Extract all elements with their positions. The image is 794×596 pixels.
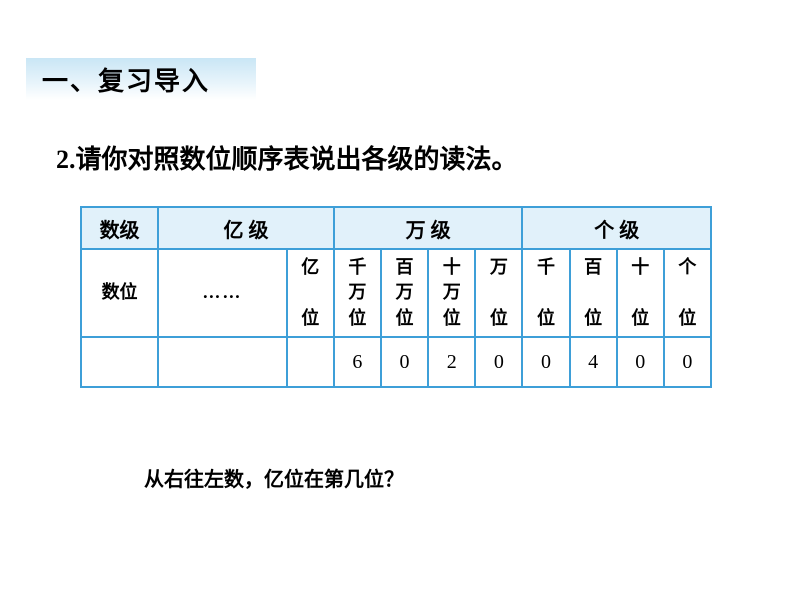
section-header: 一、复习导入	[26, 58, 256, 100]
position-ge: 个位	[664, 249, 711, 337]
level-group-wan: 万 级	[334, 207, 523, 249]
position-qianwan: 千万位	[334, 249, 381, 337]
value-cell-5: 2	[428, 337, 475, 387]
position-baiwan: 百万位	[381, 249, 428, 337]
level-row: 数级 亿 级 万 级 个 级	[81, 207, 711, 249]
level-group-yi: 亿 级	[158, 207, 334, 249]
question-text: 从右往左数，亿位在第几位？	[144, 463, 404, 492]
value-cell-4: 0	[381, 337, 428, 387]
position-row-label: 数位	[81, 249, 158, 337]
value-row: 6 0 2 0 0 4 0 0	[81, 337, 711, 387]
value-cell-9: 0	[617, 337, 664, 387]
position-yi: 亿位	[287, 249, 334, 337]
position-row: 数位 …… 亿位 千万位 百万位 十万位 万位 千位 百位 十位 个位	[81, 249, 711, 337]
position-bai: 百位	[570, 249, 617, 337]
instruction-content: 2.请你对照数位顺序表说出各级的读法。	[56, 145, 518, 174]
value-cell-1	[158, 337, 287, 387]
value-cell-3: 6	[334, 337, 381, 387]
table: 数级 亿 级 万 级 个 级 数位 …… 亿位 千万位 百万位 十万位 万位 千…	[80, 206, 712, 388]
position-wan: 万位	[475, 249, 522, 337]
value-cell-2	[287, 337, 334, 387]
level-group-ge: 个 级	[522, 207, 711, 249]
question-content: 从右往左数，亿位在第几位？	[144, 469, 404, 491]
value-cell-6: 0	[475, 337, 522, 387]
value-cell-0	[81, 337, 158, 387]
position-qian: 千位	[522, 249, 569, 337]
section-header-text: 一、复习导入	[42, 61, 210, 98]
value-cell-7: 0	[522, 337, 569, 387]
value-cell-10: 0	[664, 337, 711, 387]
position-ellipsis: ……	[158, 249, 287, 337]
place-value-table: 数级 亿 级 万 级 个 级 数位 …… 亿位 千万位 百万位 十万位 万位 千…	[80, 206, 712, 388]
position-shiwan: 十万位	[428, 249, 475, 337]
instruction-text: 2.请你对照数位顺序表说出各级的读法。	[56, 139, 518, 176]
level-row-label: 数级	[81, 207, 158, 249]
position-shi: 十位	[617, 249, 664, 337]
value-cell-8: 4	[570, 337, 617, 387]
